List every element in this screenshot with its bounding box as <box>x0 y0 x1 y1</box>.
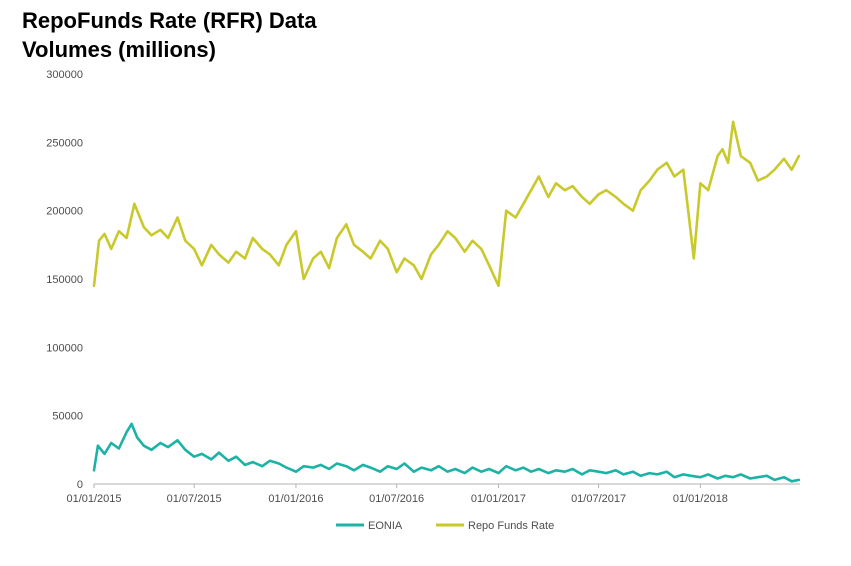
series-line-eonia <box>92 422 801 483</box>
legend: EONIA Repo Funds Rate <box>336 520 554 532</box>
legend-label-repo-funds-rate: Repo Funds Rate <box>468 520 554 532</box>
x-tick-label-1: 01/07/2015 <box>167 493 222 505</box>
x-axis-tick-labels: 01/01/2015 01/07/2015 01/01/2016 01/07/2016… <box>66 493 727 505</box>
y-tick-label-0: 0 <box>77 479 83 491</box>
legend-label-eonia: EONIA <box>368 520 403 532</box>
y-tick-label-5: 250000 <box>46 137 83 149</box>
x-tick-label-3: 01/07/2016 <box>369 493 424 505</box>
chart-title-line-2: Volumes (millions) <box>22 37 216 62</box>
x-tick-label-6: 01/01/2018 <box>673 493 728 505</box>
x-tick-label-2: 01/01/2016 <box>268 493 323 505</box>
series-lines <box>92 120 801 483</box>
chart-title: RepoFunds Rate (RFR) Data Volumes (milli… <box>22 6 317 64</box>
y-tick-label-2: 100000 <box>46 342 83 354</box>
x-axis-ticks <box>93 484 701 488</box>
y-axis-tick-labels: 0 50000 100000 150000 200000 250000 300000 <box>46 69 83 491</box>
chart-title-line-1: RepoFunds Rate (RFR) Data <box>22 8 317 33</box>
series-line-repo-funds-rate <box>92 120 801 288</box>
y-tick-label-4: 200000 <box>46 206 83 218</box>
x-tick-label-5: 01/07/2017 <box>571 493 626 505</box>
x-tick-label-0: 01/01/2015 <box>66 493 121 505</box>
y-tick-label-1: 50000 <box>52 411 83 423</box>
y-tick-label-6: 300000 <box>46 69 83 81</box>
y-tick-label-3: 150000 <box>46 274 83 286</box>
x-tick-label-4: 01/01/2017 <box>471 493 526 505</box>
